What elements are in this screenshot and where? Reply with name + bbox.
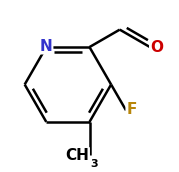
Text: CH: CH — [66, 148, 90, 163]
Text: F: F — [126, 102, 137, 117]
Text: 3: 3 — [90, 159, 98, 169]
Text: O: O — [150, 40, 163, 55]
Text: N: N — [40, 39, 53, 54]
